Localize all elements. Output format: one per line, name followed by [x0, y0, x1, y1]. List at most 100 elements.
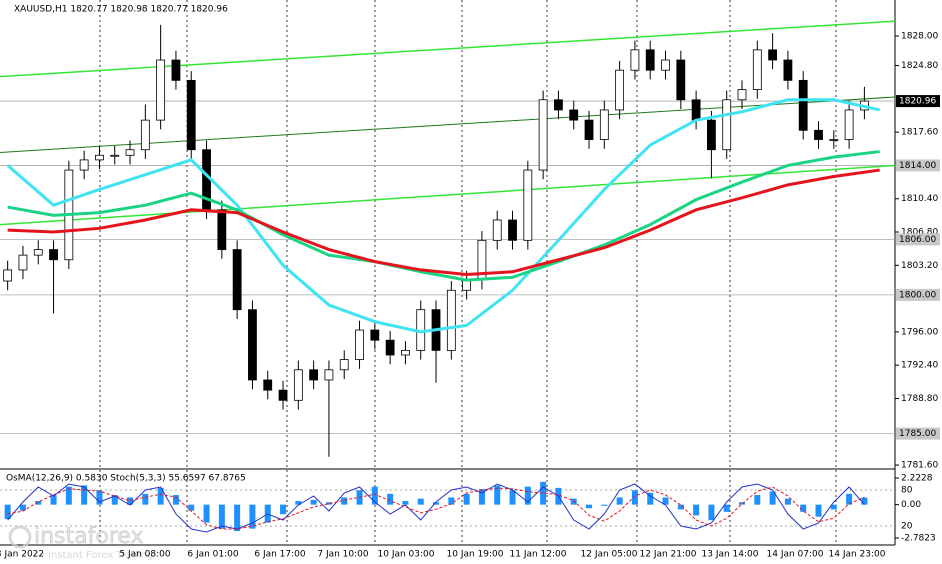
- candle-body: [814, 129, 823, 140]
- histogram-bar: [96, 490, 103, 505]
- histogram-bar: [417, 498, 424, 505]
- level-box: [896, 288, 940, 301]
- x-tick-label: 10 Jan 03:00: [378, 550, 435, 560]
- y-tick-label: 1796.00: [901, 327, 938, 337]
- histogram-bar: [387, 493, 394, 505]
- histogram-bar: [218, 504, 225, 529]
- logo-icon: [8, 525, 32, 549]
- stochastic-line: [7, 486, 865, 530]
- histogram-bar: [463, 493, 470, 505]
- candle-body: [355, 329, 364, 361]
- indicator-title: OsMA(12,26,9) 0.5830 Stoch(5,3,3) 55.659…: [6, 474, 246, 484]
- candle-body: [783, 59, 793, 81]
- logo-tagline: Instant Forex Trading: [48, 550, 153, 561]
- y-tick-label: 1792.40: [901, 361, 938, 371]
- candle-body: [186, 79, 196, 151]
- candle-body: [707, 119, 716, 151]
- histogram-bar: [341, 497, 348, 505]
- histogram-bar: [631, 490, 638, 505]
- histogram-bar: [815, 504, 822, 517]
- histogram-bar: [754, 495, 761, 505]
- indicator-panel: 2.2228 0.00 -2.7823 80 20: [0, 474, 936, 544]
- level-box: [896, 233, 940, 246]
- candle-body: [661, 59, 670, 71]
- y-tick-label: 1824.80: [901, 61, 938, 71]
- x-tick-label: 3 Jan 2022: [0, 550, 44, 560]
- candle-body: [492, 219, 502, 241]
- x-tick-label: 12 Jan 05:00: [581, 550, 638, 560]
- histogram-bar: [524, 486, 531, 505]
- level-label: 1820.96: [899, 97, 936, 107]
- histogram-bar: [50, 495, 57, 505]
- level-box: [896, 95, 940, 108]
- stochastic-line: [7, 483, 865, 533]
- trendline: [0, 164, 896, 226]
- main-panel: 1828.00 1824.80 1817.60 1810.40 1806.80 1803.…: [0, 20, 940, 471]
- candle-body: [584, 119, 594, 140]
- candle-body: [569, 109, 579, 121]
- moving-average: [6, 98, 881, 334]
- y-tick-label: 1806.80: [901, 228, 938, 238]
- level-label: 1814.00: [899, 161, 936, 171]
- x-tick-label: 10 Jan 19:00: [447, 550, 504, 560]
- y2-tick-label: 20: [901, 522, 913, 532]
- candle-body: [293, 369, 303, 401]
- candle-body: [3, 269, 13, 282]
- moving-average: [7, 168, 880, 277]
- histogram-bar: [188, 504, 195, 511]
- candle-body: [523, 169, 533, 241]
- histogram-bar: [769, 491, 776, 505]
- x-tick-label: 11 Jan 12:00: [510, 550, 567, 560]
- y-tick-label: -2.7823: [901, 534, 936, 544]
- histogram-bar: [127, 497, 134, 505]
- histogram-bar: [708, 504, 715, 521]
- candle-body: [462, 279, 472, 291]
- candle-body: [156, 59, 166, 121]
- candle-body: [309, 369, 319, 381]
- candle-body: [645, 49, 655, 71]
- x-tick-label: 7 Jan 10:00: [317, 550, 369, 560]
- candle-body: [829, 139, 839, 141]
- histogram-bar: [448, 497, 455, 505]
- histogram-bar: [234, 504, 241, 532]
- histogram-bar: [65, 486, 72, 505]
- y-tick-label: 1810.40: [901, 194, 938, 204]
- candle-body: [630, 49, 640, 71]
- histogram-bar: [616, 497, 623, 505]
- y2-tick-label: 80: [901, 486, 913, 496]
- histogram-bar: [35, 501, 42, 505]
- candle-body: [538, 99, 548, 171]
- candle-body: [401, 349, 410, 356]
- candle-body: [324, 369, 334, 381]
- candle-body: [676, 59, 686, 101]
- histogram-bar: [647, 492, 654, 505]
- y-tick-label: 1788.80: [901, 394, 938, 404]
- histogram-bar: [662, 497, 669, 505]
- histogram-bar: [4, 504, 11, 520]
- x-tick-label: 6 Jan 01:00: [187, 550, 239, 560]
- histogram-bar: [586, 504, 593, 509]
- candle-body: [385, 339, 395, 356]
- histogram-bar: [157, 487, 164, 505]
- histogram-bar: [861, 497, 868, 505]
- candle-body: [248, 309, 257, 381]
- candle-body: [217, 209, 227, 250]
- x-tick-label: 6 Jan 17:00: [254, 550, 306, 560]
- histogram-bar: [19, 504, 26, 511]
- level-label: 1806.00: [899, 235, 936, 245]
- candle-body: [508, 219, 517, 241]
- histogram-bar: [830, 504, 837, 510]
- histogram-bar: [280, 504, 287, 515]
- histogram-bar: [739, 502, 746, 505]
- candle-body: [110, 154, 120, 157]
- x-tick-label: 5 Jan 08:00: [119, 550, 171, 560]
- x-tick-label: 13 Jan 14:00: [702, 550, 759, 560]
- x-tick-label: 12 Jan 21:00: [640, 550, 697, 560]
- histogram-bar: [142, 493, 149, 505]
- candle-body: [446, 289, 456, 351]
- candle-body: [768, 49, 778, 61]
- candle-body: [125, 149, 135, 156]
- logo-name: instaforex: [34, 524, 144, 549]
- candle-body: [278, 389, 288, 401]
